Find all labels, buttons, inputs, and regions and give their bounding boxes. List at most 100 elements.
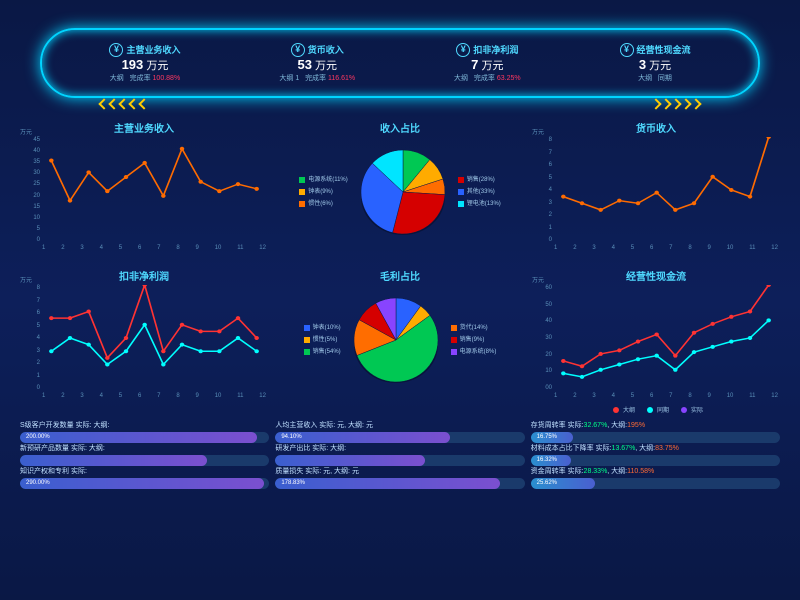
progress-pct: 290.00% (26, 478, 50, 489)
kpi-value: 193 (122, 57, 144, 72)
progress-item: S级客户开发数量 实际: 大纲: 200.00% (20, 420, 269, 443)
kpi-sub-left: 大纲 (638, 75, 652, 82)
progress-bar: 16.75% (531, 432, 780, 443)
kpi-card: ¥货币收入 53 万元 大纲 1 完成率 116.61% (279, 43, 355, 84)
chart-title: 扣非净利润 (20, 268, 268, 283)
x-axis: 123456789101112 (42, 245, 266, 255)
y-label: 万元 (20, 127, 32, 136)
kpi-title: 货币收入 (308, 45, 344, 55)
pie-legend-left: 钟表(10%)惯性(5%)销售(54%) (304, 322, 341, 358)
x-axis: 123456789101112 (554, 245, 778, 255)
kpi-value: 7 (471, 57, 478, 72)
progress-bar: 16.32% (531, 455, 780, 466)
y-axis: 454035302520151050 (20, 137, 40, 243)
y-axis: 876543210 (532, 137, 552, 243)
progress-item: 质量损失 实际: 元, 大纲: 元 178.83% (275, 466, 524, 489)
kpi-title: 经营性现金流 (637, 45, 691, 55)
kpi-card: ¥扣非净利润 7 万元 大纲 完成率 63.25% (454, 43, 521, 84)
progress-bar: 94.10% (275, 432, 524, 443)
kpi-pct: 116.61% (328, 75, 355, 82)
progress-label: 资金周转率 实际:28.33%, 大纲:110.58% (531, 466, 780, 476)
progress-pct: 25.62% (537, 478, 557, 489)
kpi-unit: 万元 (146, 60, 168, 72)
progress-pct: 200.00% (26, 432, 50, 443)
kpi-card: ¥主营业务收入 193 万元 大纲 完成率 100.88% (109, 43, 180, 84)
chart-cash-flow: 经营性现金流 万元 60504030201000 123456789101112… (532, 268, 780, 408)
progress-label: 研发产出比 实际: 大纲: (275, 443, 524, 453)
pie-margin-share: 毛利占比 钟表(10%)惯性(5%)销售(54%) 货代(14%)销售(9%)电… (276, 268, 524, 408)
chart-net-profit: 扣非净利润 万元 876543210 123456789101112 (20, 268, 268, 408)
kpi-unit: 万元 (315, 60, 337, 72)
header-kpis: ¥主营业务收入 193 万元 大纲 完成率 100.88%¥货币收入 53 万元… (60, 36, 740, 90)
y-axis: 60504030201000 (532, 285, 552, 391)
progress-bar (275, 455, 524, 466)
progress-label: 新预研产品数量 实际: 大纲: (20, 443, 269, 453)
kpi-sub-right: 完成率 (474, 75, 495, 82)
progress-label: 人均主营收入 实际: 元, 大纲: 元 (275, 420, 524, 430)
progress-item: 新预研产品数量 实际: 大纲: (20, 443, 269, 466)
pie-legend-right: 货代(14%)销售(9%)电源系统(8%) (451, 322, 497, 358)
pie-chart (341, 290, 451, 390)
yen-icon: ¥ (620, 43, 634, 57)
chart-legend: 大纲同期实际 (532, 405, 780, 414)
progress-label: 质量损失 实际: 元, 大纲: 元 (275, 466, 524, 476)
kpi-unit: 万元 (481, 60, 503, 72)
chart-money-revenue: 货币收入 万元 876543210 123456789101112 (532, 120, 780, 260)
progress-item: 材料成本占比下降率 实际:13.67%, 大纲:83.75% 16.32% (531, 443, 780, 466)
pie-title: 毛利占比 (276, 268, 524, 283)
kpi-pct: 63.25% (497, 75, 521, 82)
kpi-title: 主营业务收入 (126, 45, 180, 55)
progress-item: 研发产出比 实际: 大纲: (275, 443, 524, 466)
kpi-sub-left: 大纲 (454, 75, 468, 82)
yen-icon: ¥ (109, 43, 123, 57)
progress-bar (20, 455, 269, 466)
chart-title: 经营性现金流 (532, 268, 780, 283)
y-label: 万元 (532, 127, 544, 136)
kpi-value: 3 (639, 57, 646, 72)
kpi-sub-left: 大纲 (110, 75, 124, 82)
progress-bar: 178.83% (275, 478, 524, 489)
chart-title: 主营业务收入 (20, 120, 268, 135)
progress-pct: 16.32% (537, 455, 557, 466)
progress-item: 资金周转率 实际:28.33%, 大纲:110.58% 25.62% (531, 466, 780, 489)
progress-pct: 16.75% (537, 432, 557, 443)
kpi-sub-left: 大纲 1 (279, 75, 299, 82)
progress-pct: 94.10% (281, 432, 301, 443)
pie-revenue-share: 收入占比 电源系统(11%)钟表(9%)惯性(6%) 销售(28%)其他(33%… (276, 120, 524, 260)
x-axis: 123456789101112 (554, 393, 778, 403)
kpi-pct: 100.88% (153, 75, 181, 82)
progress-label: 存货周转率 实际:32.67%, 大纲:195% (531, 420, 780, 430)
progress-section: S级客户开发数量 实际: 大纲: 200.00% 新预研产品数量 实际: 大纲:… (20, 416, 780, 590)
chart-title: 货币收入 (532, 120, 780, 135)
y-label: 万元 (532, 275, 544, 284)
x-axis: 123456789101112 (42, 393, 266, 403)
chevron-decoration (100, 100, 700, 114)
kpi-card: ¥经营性现金流 3 万元 大纲 同期 (620, 43, 691, 84)
kpi-sub-right: 同期 (658, 75, 672, 82)
progress-bar: 290.00% (20, 478, 269, 489)
progress-item: 知识产权和专利 实际: 290.00% (20, 466, 269, 489)
progress-bar: 25.62% (531, 478, 780, 489)
yen-icon: ¥ (291, 43, 305, 57)
pie-title: 收入占比 (276, 120, 524, 135)
kpi-title: 扣非净利润 (473, 45, 518, 55)
progress-label: 材料成本占比下降率 实际:13.67%, 大纲:83.75% (531, 443, 780, 453)
y-axis: 876543210 (20, 285, 40, 391)
kpi-value: 53 (297, 57, 311, 72)
progress-label: S级客户开发数量 实际: 大纲: (20, 420, 269, 430)
progress-item: 人均主营收入 实际: 元, 大纲: 元 94.10% (275, 420, 524, 443)
y-label: 万元 (20, 275, 32, 284)
kpi-unit: 万元 (649, 60, 671, 72)
pie-legend-right: 销售(28%)其他(33%)锂电池(13%) (458, 174, 501, 210)
pie-chart (348, 142, 458, 242)
pie-legend-left: 电源系统(11%)钟表(9%)惯性(6%) (299, 174, 348, 210)
progress-item: 存货周转率 实际:32.67%, 大纲:195% 16.75% (531, 420, 780, 443)
dashboard: ¥主营业务收入 193 万元 大纲 完成率 100.88%¥货币收入 53 万元… (0, 0, 800, 600)
kpi-sub-right: 完成率 (130, 75, 151, 82)
progress-bar: 200.00% (20, 432, 269, 443)
chart-main-revenue: 主营业务收入 万元 454035302520151050 12345678910… (20, 120, 268, 260)
progress-label: 知识产权和专利 实际: (20, 466, 269, 476)
yen-icon: ¥ (456, 43, 470, 57)
kpi-sub-right: 完成率 (305, 75, 326, 82)
progress-pct: 178.83% (281, 478, 305, 489)
